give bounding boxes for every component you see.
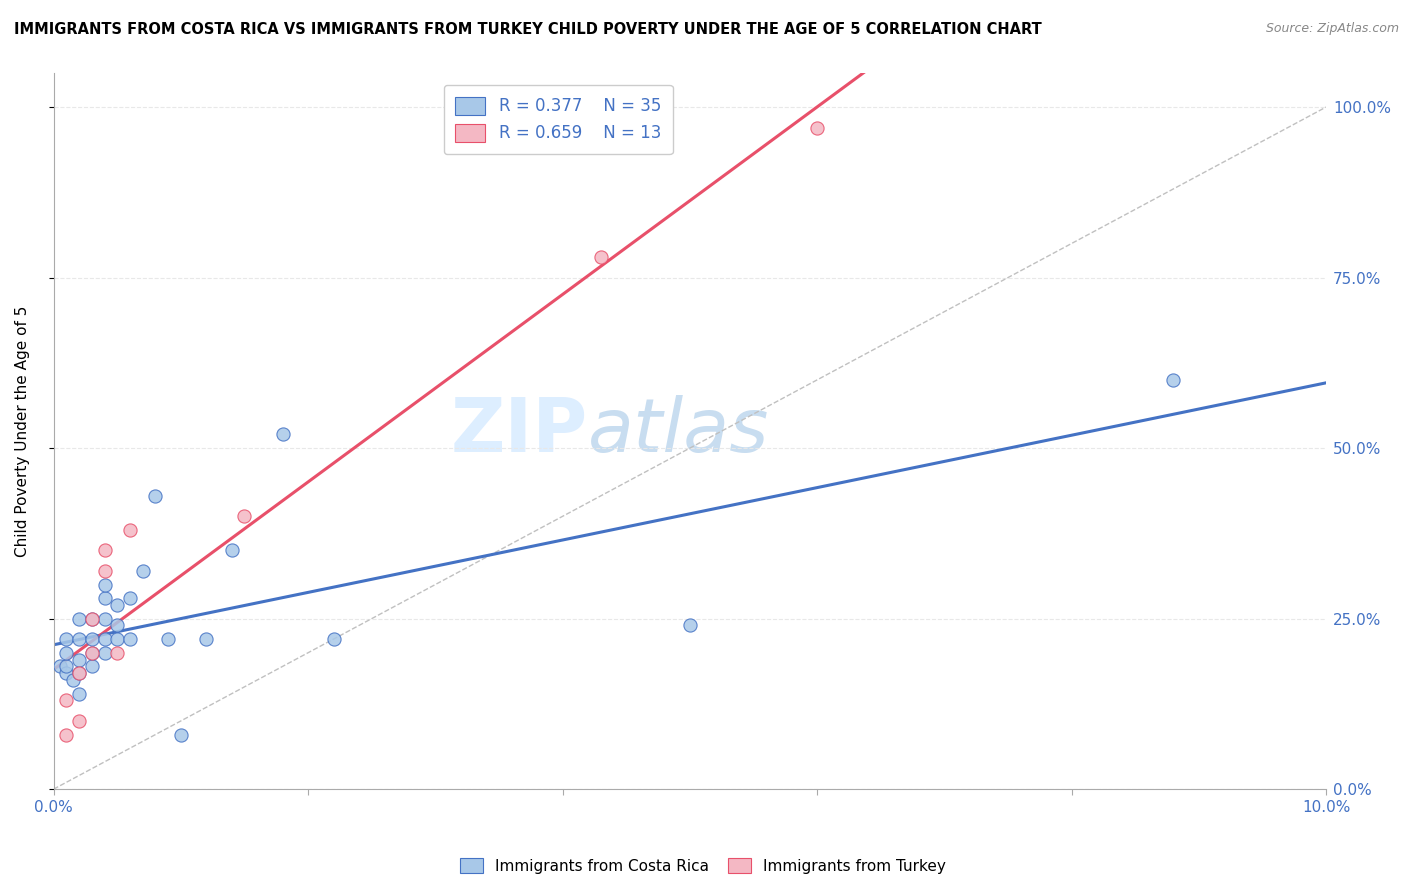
Point xyxy=(55,693,77,707)
Point xyxy=(67,612,90,626)
Point xyxy=(55,646,77,660)
Point xyxy=(55,666,77,681)
Point xyxy=(80,632,103,646)
Point xyxy=(67,632,90,646)
Point xyxy=(131,564,153,578)
Point xyxy=(679,618,702,632)
Point xyxy=(157,632,180,646)
Point xyxy=(93,591,115,606)
Point xyxy=(62,673,84,687)
Point xyxy=(118,523,141,537)
Point xyxy=(93,612,115,626)
Point xyxy=(93,632,115,646)
Point xyxy=(118,591,141,606)
Text: ZIP: ZIP xyxy=(451,394,588,467)
Point xyxy=(80,646,103,660)
Point xyxy=(67,687,90,701)
Point xyxy=(55,659,77,673)
Point xyxy=(195,632,218,646)
Point xyxy=(806,120,828,135)
Point xyxy=(105,632,128,646)
Text: atlas: atlas xyxy=(588,395,769,467)
Point xyxy=(271,427,294,442)
Point xyxy=(80,612,103,626)
Text: Source: ZipAtlas.com: Source: ZipAtlas.com xyxy=(1265,22,1399,36)
Point xyxy=(322,632,344,646)
Point xyxy=(1163,373,1185,387)
Point xyxy=(93,564,115,578)
Point xyxy=(170,728,193,742)
Point xyxy=(221,543,243,558)
Point xyxy=(67,666,90,681)
Legend: Immigrants from Costa Rica, Immigrants from Turkey: Immigrants from Costa Rica, Immigrants f… xyxy=(454,852,952,880)
Text: IMMIGRANTS FROM COSTA RICA VS IMMIGRANTS FROM TURKEY CHILD POVERTY UNDER THE AGE: IMMIGRANTS FROM COSTA RICA VS IMMIGRANTS… xyxy=(14,22,1042,37)
Point xyxy=(233,509,256,524)
Point xyxy=(67,652,90,666)
Point xyxy=(67,666,90,681)
Point xyxy=(93,577,115,591)
Point xyxy=(67,714,90,728)
Point xyxy=(589,250,612,264)
Point xyxy=(55,728,77,742)
Point xyxy=(93,646,115,660)
Point xyxy=(105,598,128,612)
Point xyxy=(118,632,141,646)
Y-axis label: Child Poverty Under the Age of 5: Child Poverty Under the Age of 5 xyxy=(15,305,30,557)
Legend: R = 0.377    N = 35, R = 0.659    N = 13: R = 0.377 N = 35, R = 0.659 N = 13 xyxy=(444,85,672,154)
Point xyxy=(93,543,115,558)
Point xyxy=(80,612,103,626)
Point xyxy=(80,646,103,660)
Point xyxy=(145,489,167,503)
Point xyxy=(55,632,77,646)
Point xyxy=(49,659,72,673)
Point xyxy=(80,659,103,673)
Point xyxy=(105,618,128,632)
Point xyxy=(105,646,128,660)
